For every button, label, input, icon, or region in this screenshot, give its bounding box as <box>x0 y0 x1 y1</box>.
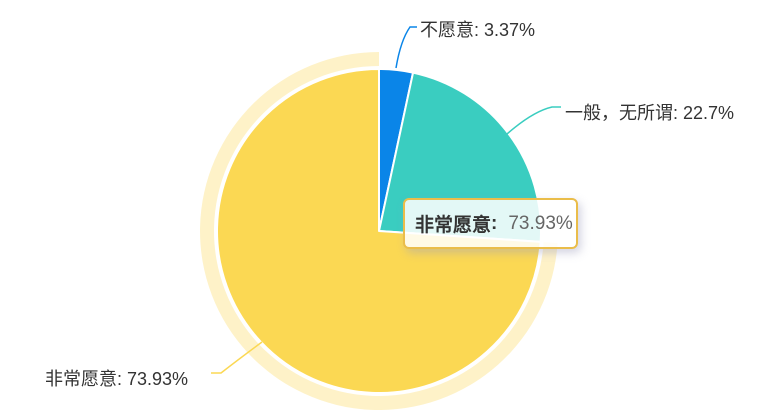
pie-label-very-willing: 非常愿意: 73.93% <box>45 369 189 389</box>
pie-slice-2[interactable] <box>215 68 542 394</box>
tooltip-colon: : <box>491 212 498 234</box>
tooltip: 非常愿意: 73.93% <box>403 198 578 249</box>
tooltip-value: 73.93% <box>508 212 573 234</box>
label-line-unwilling <box>395 26 417 69</box>
pie-label-unwilling: 不愿意: 3.37% <box>420 20 536 40</box>
label-line-neutral <box>506 106 561 135</box>
label-lines-layer <box>211 26 561 374</box>
tooltip-series-name: 非常愿意 <box>415 215 492 236</box>
label-line-very-willing <box>211 341 263 374</box>
pie-label-neutral: 一般，无所谓: 22.7% <box>565 103 735 123</box>
